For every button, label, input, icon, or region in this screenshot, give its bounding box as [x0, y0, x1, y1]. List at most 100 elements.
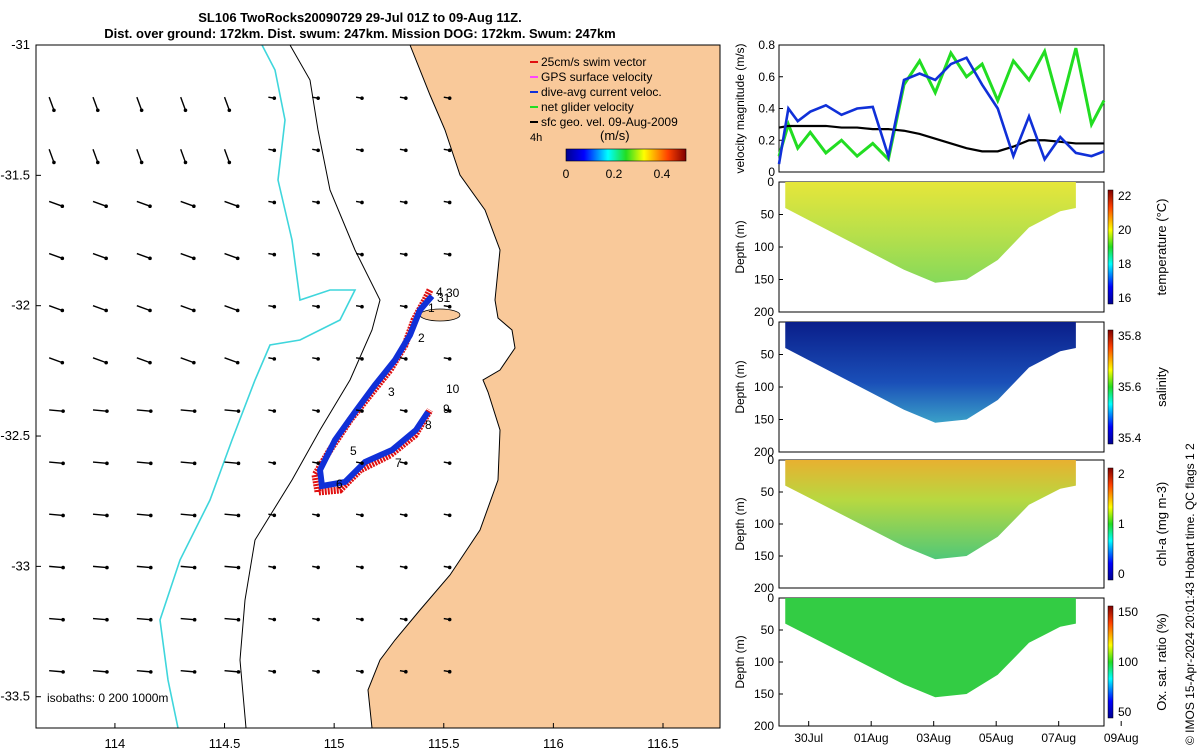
vel-ytick-label: 0.8	[758, 38, 775, 52]
depth-tick-label: 0	[767, 175, 774, 189]
vector-head	[227, 108, 232, 113]
vector-head	[236, 409, 241, 413]
chart-title-line2: Dist. over ground: 172km. Dist. swum: 24…	[104, 26, 616, 41]
time-tick-label: 05Aug	[979, 731, 1014, 745]
velocity-vector	[92, 200, 107, 207]
track-day-label: 5	[350, 444, 357, 458]
velocity-vector	[49, 565, 64, 569]
vector-head	[447, 252, 452, 257]
vector-head	[148, 204, 152, 209]
velocity-vector	[136, 200, 151, 207]
vector-head	[227, 160, 232, 165]
vel-series-line	[777, 56, 1105, 165]
vector-head	[192, 513, 197, 518]
vector-head	[236, 565, 241, 570]
vector-head	[61, 670, 65, 674]
legend-entry: 25cm/s swim vector	[541, 55, 646, 69]
vector-head	[235, 360, 240, 365]
section-colorbar-label: salinity	[1154, 367, 1169, 407]
vector-head	[404, 669, 408, 674]
velocity-vector	[224, 357, 238, 364]
legend-entry: GPS surface velocity	[541, 70, 652, 84]
velocity-vector	[224, 305, 238, 312]
vector-head	[61, 565, 65, 570]
isobath-200	[239, 45, 381, 728]
vector-head	[183, 108, 188, 113]
vector-head	[447, 148, 452, 153]
section-colorbar	[1107, 605, 1114, 719]
vector-head	[148, 617, 153, 622]
vector-head	[447, 461, 452, 465]
vector-head	[235, 256, 240, 261]
depth-tick-label: 50	[761, 208, 775, 222]
island	[419, 308, 461, 322]
velocity-vector	[136, 149, 143, 163]
legend-entry: sfc geo. vel. 09-Aug-2009	[541, 115, 678, 129]
depth-ylabel: Depth (m)	[733, 497, 747, 550]
section-colorbar-tick: 150	[1118, 605, 1138, 619]
lat-tick-label: -33	[11, 558, 30, 573]
velocity-vector	[224, 513, 239, 517]
vector-head	[148, 256, 152, 261]
section-colorbar-tick: 2	[1118, 467, 1125, 481]
track-day-label: 10	[446, 382, 460, 396]
velocity-vector	[180, 669, 195, 673]
lon-tick-label: 116.5	[647, 736, 679, 750]
velocity-vector	[136, 461, 151, 465]
section-colorbar-tick: 0	[1118, 567, 1125, 581]
vector-head	[316, 304, 320, 309]
vel-series-line	[777, 47, 1106, 163]
depth-tick-label: 150	[754, 413, 774, 427]
velocity-vector	[224, 252, 238, 259]
velocity-vector	[48, 200, 63, 207]
section-colorbar-tick: 50	[1118, 705, 1132, 719]
depth-tick-label: 50	[761, 623, 775, 637]
lat-tick-label: -32	[11, 298, 30, 313]
section-colorbar-tick: 16	[1118, 291, 1132, 305]
vector-head	[61, 461, 65, 466]
velocity-vector	[180, 357, 195, 364]
vector-head	[104, 256, 108, 261]
vector-head	[105, 461, 109, 466]
vector-head	[148, 409, 153, 413]
copyright: © IMOS 15-Apr-2024 20:01:43 Hobart time.…	[1183, 443, 1197, 745]
section-colorbar	[1107, 329, 1114, 445]
depth-tick-label: 150	[754, 273, 774, 287]
depth-tick-label: 200	[754, 719, 774, 733]
section-colorbar	[1107, 467, 1114, 581]
vector-head	[316, 96, 320, 100]
vector-head	[61, 513, 65, 518]
vector-head	[447, 200, 452, 205]
coastline	[367, 45, 516, 728]
depth-ylabel: Depth (m)	[733, 360, 747, 413]
velocity-vector	[92, 409, 108, 412]
section-colorbar-tick: 1	[1118, 517, 1125, 531]
vector-head	[447, 669, 452, 674]
depth-tick-label: 50	[761, 348, 775, 362]
velocity-vector	[92, 149, 99, 163]
vel-ylabel: velocity magnitude (m/s)	[733, 43, 747, 173]
depth-tick-label: 0	[767, 453, 774, 467]
vector-head	[61, 409, 65, 413]
vector-head	[95, 160, 100, 165]
velocity-vector	[92, 617, 108, 621]
legend-4h: 4h	[530, 132, 542, 144]
vector-head	[148, 308, 152, 313]
vel-series-line	[778, 124, 1104, 153]
velocity-vector	[48, 305, 63, 312]
vector-head	[360, 148, 364, 153]
velocity-vector	[223, 96, 230, 111]
lon-tick-label: 114.5	[209, 736, 241, 750]
vector-head	[404, 513, 408, 518]
velocity-vector	[136, 305, 151, 312]
lon-tick-label: 114	[105, 736, 126, 750]
vector-head	[447, 513, 452, 518]
velocity-vector	[136, 252, 151, 259]
vector-head	[272, 357, 277, 361]
lat-tick-label: -31	[11, 37, 30, 52]
map-axes: 114 114.5 115 115.5 116 116.5 -31 -31.5 -32 -32.5…	[0, 37, 678, 750]
lon-tick-label: 115	[324, 736, 345, 750]
velocity-vector	[136, 617, 151, 621]
section-colorbar-label: Ox. sat. ratio (%)	[1154, 613, 1169, 711]
